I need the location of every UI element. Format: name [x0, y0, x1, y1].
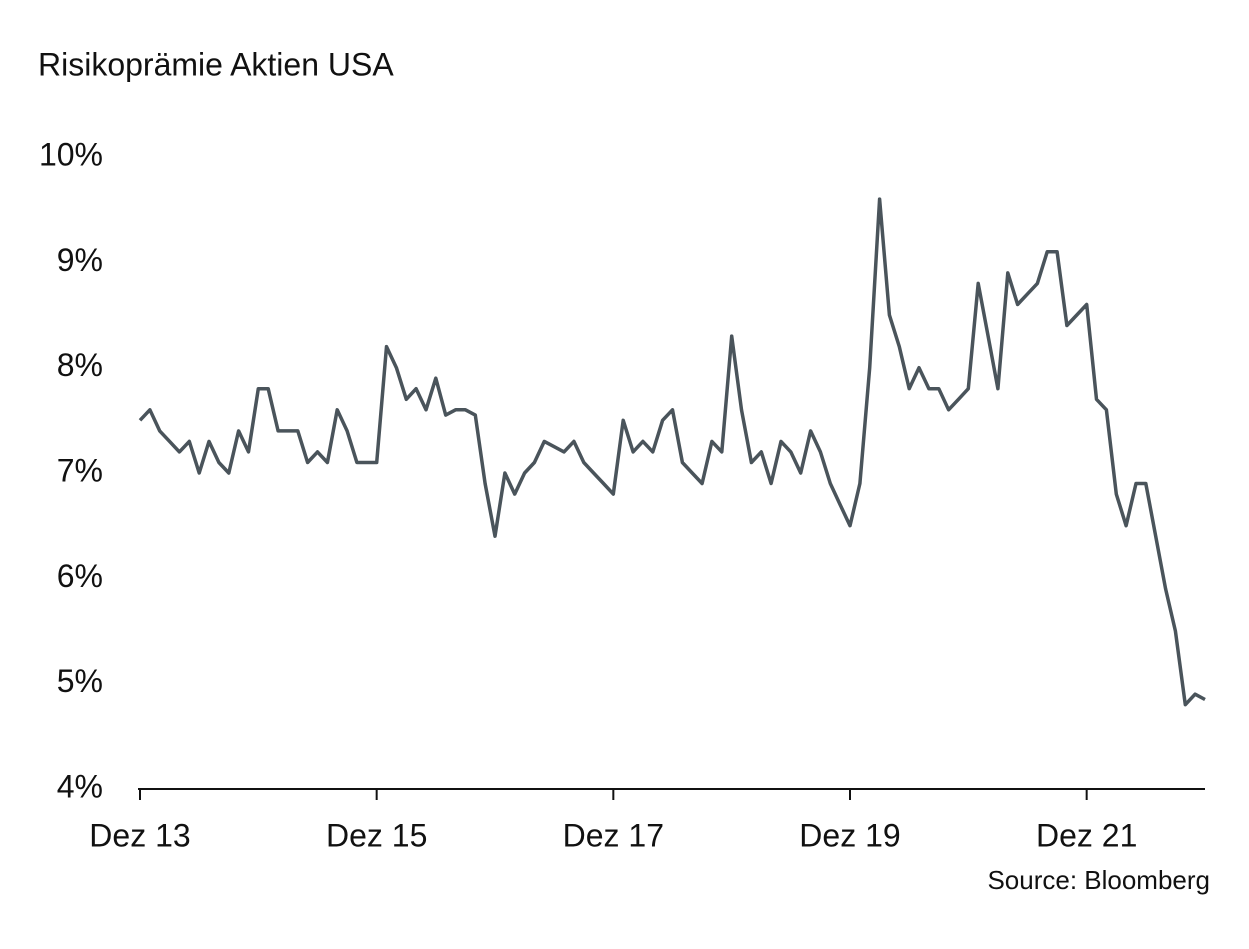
- source-note: Source: Bloomberg: [987, 865, 1210, 895]
- x-tick-label: Dez 15: [326, 817, 427, 853]
- x-tick-label: Dez 13: [89, 817, 190, 853]
- data-line: [138, 197, 1206, 707]
- y-tick-label: 7%: [57, 452, 103, 488]
- x-tick-label: Dez 21: [1036, 817, 1137, 853]
- y-tick-label: 9%: [57, 242, 103, 278]
- y-tick-label: 5%: [57, 663, 103, 699]
- y-tick-label: 8%: [57, 347, 103, 383]
- y-tick-label: 10%: [39, 136, 103, 172]
- x-tick-label: Dez 17: [563, 817, 664, 853]
- y-tick-label: 6%: [57, 558, 103, 594]
- x-tick-label: Dez 19: [799, 817, 900, 853]
- y-tick-label: 4%: [57, 768, 103, 804]
- chart-title: Risikoprämie Aktien USA: [38, 46, 394, 82]
